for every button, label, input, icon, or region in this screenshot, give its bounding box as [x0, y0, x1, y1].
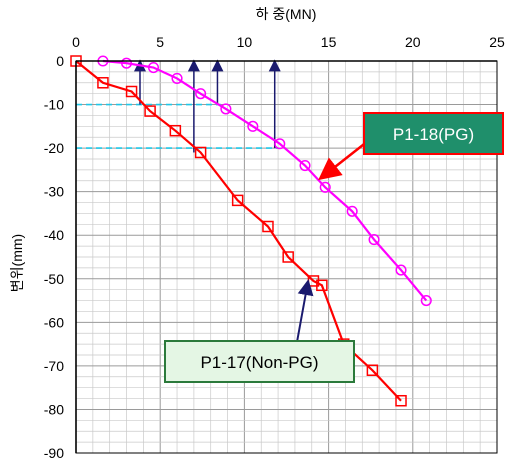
- x-tick-label: 25: [489, 34, 505, 50]
- callout-p1-18-box: [363, 112, 504, 155]
- data-point: [195, 88, 207, 100]
- data-point: [316, 279, 328, 292]
- data-point: [169, 124, 182, 137]
- callout-p1-18: P1-18(PG): [318, 112, 504, 181]
- data-point: [97, 77, 109, 89]
- data-point: [231, 194, 244, 207]
- y-tick-label: -80: [44, 401, 64, 417]
- series-group: [70, 55, 432, 407]
- data-point: [395, 264, 407, 276]
- y-tick-label: -60: [44, 314, 64, 330]
- callout-p1-17-box: [164, 340, 355, 383]
- callout-p1-17: P1-17(Non-PG): [164, 279, 355, 383]
- data-point: [147, 61, 160, 74]
- data-point: [420, 295, 432, 307]
- x-tick-label: 5: [156, 34, 164, 50]
- series-line: [75, 60, 402, 402]
- data-point: [144, 105, 156, 117]
- data-point: [319, 181, 331, 193]
- x-tick-label: 10: [237, 34, 253, 50]
- x-tick-label: 15: [321, 34, 337, 50]
- y-tick-label: -10: [44, 97, 64, 113]
- data-point: [125, 85, 138, 98]
- data-point: [366, 364, 379, 376]
- reference-lines: [76, 103, 279, 149]
- axes: [75, 60, 498, 454]
- data-point: [120, 57, 133, 69]
- callout-p1-18-label: P1-18(PG): [393, 125, 474, 144]
- data-point: [395, 394, 407, 407]
- y-axis-title: 변위(mm): [9, 234, 25, 292]
- x-tick-label: 20: [405, 34, 421, 50]
- data-point: [220, 103, 232, 115]
- callout-p1-18-pointer: [318, 140, 369, 181]
- callout-p1-17-pointer: [296, 279, 314, 343]
- y-tick-label: -90: [44, 445, 64, 461]
- x-axis-title: 하 중(MN): [256, 6, 317, 22]
- x-tick-label: 0: [72, 34, 80, 50]
- data-point: [346, 205, 358, 217]
- data-point: [262, 220, 274, 233]
- y-tick-label: -70: [44, 358, 64, 374]
- callout-p1-17-label: P1-17(Non-PG): [200, 353, 318, 372]
- data-point: [274, 138, 286, 150]
- y-tick-label: -20: [44, 140, 64, 156]
- y-tick-label: -50: [44, 271, 64, 287]
- y-tick-label: -30: [44, 184, 64, 200]
- tick-labels: 0 5 10 15 20 25 0 -10 -20 -30 -40 -50 -60 -70 -80 -90: [44, 34, 505, 461]
- data-point: [282, 251, 294, 263]
- data-point: [299, 159, 311, 172]
- y-tick-label: 0: [56, 53, 64, 69]
- load-arrows: [133, 59, 281, 153]
- y-tick-label: -40: [44, 227, 64, 243]
- data-point: [368, 234, 380, 246]
- data-point: [194, 146, 207, 159]
- data-point: [171, 72, 183, 84]
- data-point: [247, 120, 259, 132]
